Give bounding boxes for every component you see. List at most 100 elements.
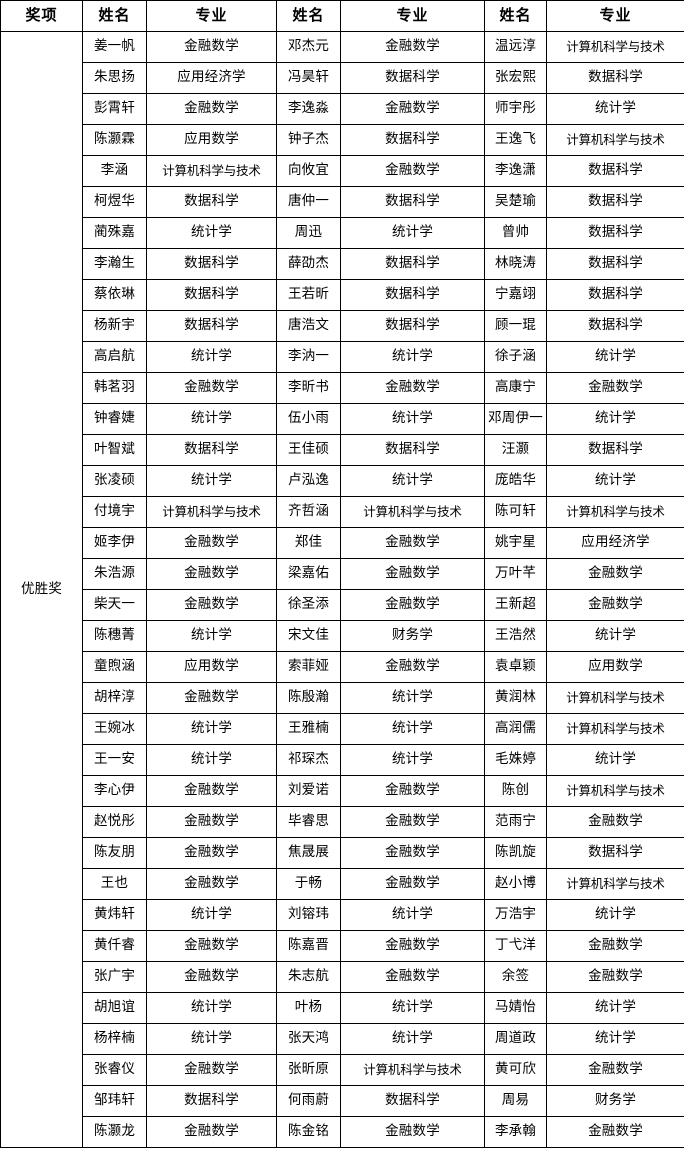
name-cell-2: 王雅楠 [276, 713, 341, 745]
name-cell-2: 徐圣添 [276, 589, 341, 621]
table-row: 赵悦彤 金融数学 毕睿思 金融数学 范雨宁 金融数学 [1, 806, 684, 838]
major-cell-3: 统计学 [546, 341, 684, 373]
table-row: 朱思扬 应用经济学 冯昊轩 数据科学 张宏熙 数据科学 [1, 62, 684, 94]
major-cell-1: 金融数学 [146, 558, 277, 590]
table-row: 杨梓楠 统计学 张天鸿 统计学 周道政 统计学 [1, 1023, 684, 1055]
major-cell-2: 金融数学 [340, 806, 485, 838]
major-cell-2: 金融数学 [340, 155, 485, 187]
name-cell-2: 冯昊轩 [276, 62, 341, 94]
major-cell-3: 数据科学 [546, 155, 684, 187]
major-cell-3: 数据科学 [546, 837, 684, 869]
name-cell-1: 陈友朋 [82, 837, 147, 869]
major-cell-3: 金融数学 [546, 589, 684, 621]
name-cell-3: 袁卓颖 [484, 651, 547, 683]
major-cell-1: 数据科学 [146, 279, 277, 311]
major-cell-3: 金融数学 [546, 930, 684, 962]
table-row: 胡旭谊 统计学 叶杨 统计学 马婧怡 统计学 [1, 992, 684, 1024]
major-cell-3: 计算机科学与技术 [546, 868, 684, 900]
major-cell-2: 金融数学 [340, 837, 485, 869]
name-cell-1: 蔺殊嘉 [82, 217, 147, 249]
name-cell-1: 王婉冰 [82, 713, 147, 745]
name-cell-1: 陈穗菁 [82, 620, 147, 652]
major-cell-1: 金融数学 [146, 1054, 277, 1086]
major-cell-1: 金融数学 [146, 775, 277, 807]
major-cell-3: 统计学 [546, 465, 684, 497]
name-cell-2: 李昕书 [276, 372, 341, 404]
name-cell-1: 付境宇 [82, 496, 147, 528]
name-cell-1: 姬李伊 [82, 527, 147, 559]
major-cell-3: 统计学 [546, 899, 684, 931]
name-cell-2: 陈金铭 [276, 1116, 341, 1148]
name-cell-2: 何雨蔚 [276, 1085, 341, 1117]
major-cell-2: 数据科学 [340, 62, 485, 94]
major-cell-3: 数据科学 [546, 186, 684, 218]
name-cell-2: 叶杨 [276, 992, 341, 1024]
name-cell-2: 李汭一 [276, 341, 341, 373]
major-cell-1: 统计学 [146, 992, 277, 1024]
table-row: 蔺殊嘉 统计学 周迅 统计学 曾帅 数据科学 [1, 217, 684, 249]
major-cell-1: 统计学 [146, 713, 277, 745]
major-cell-1: 数据科学 [146, 310, 277, 342]
name-cell-3: 高润儒 [484, 713, 547, 745]
name-cell-2: 邓杰元 [276, 31, 341, 63]
major-cell-3: 数据科学 [546, 279, 684, 311]
major-cell-2: 数据科学 [340, 124, 485, 156]
table-row: 陈友朋 金融数学 焦晟展 金融数学 陈凯旋 数据科学 [1, 837, 684, 869]
major-cell-1: 金融数学 [146, 930, 277, 962]
major-cell-1: 统计学 [146, 341, 277, 373]
name-cell-2: 李逸淼 [276, 93, 341, 125]
name-cell-3: 高康宁 [484, 372, 547, 404]
table-row: 王婉冰 统计学 王雅楠 统计学 高润儒 计算机科学与技术 [1, 713, 684, 745]
table-row: 高启航 统计学 李汭一 统计学 徐子涵 统计学 [1, 341, 684, 373]
name-cell-2: 唐浩文 [276, 310, 341, 342]
table-row: 蔡依琳 数据科学 王若昕 数据科学 宁嘉翊 数据科学 [1, 279, 684, 311]
major-cell-2: 数据科学 [340, 434, 485, 466]
major-cell-1: 金融数学 [146, 961, 277, 993]
name-cell-2: 齐哲涵 [276, 496, 341, 528]
table-row: 陈灏龙 金融数学 陈金铭 金融数学 李承翰 金融数学 [1, 1116, 684, 1148]
major-cell-2: 财务学 [340, 620, 485, 652]
table-row: 柯煜华 数据科学 唐仲一 数据科学 吴楚瑜 数据科学 [1, 186, 684, 218]
major-cell-1: 金融数学 [146, 1116, 277, 1148]
name-cell-1: 韩茗羽 [82, 372, 147, 404]
major-cell-1: 金融数学 [146, 868, 277, 900]
major-cell-3: 统计学 [546, 403, 684, 435]
major-cell-3: 统计学 [546, 992, 684, 1024]
major-cell-1: 计算机科学与技术 [146, 155, 277, 187]
major-cell-2: 统计学 [340, 992, 485, 1024]
major-cell-2: 统计学 [340, 682, 485, 714]
major-cell-3: 数据科学 [546, 434, 684, 466]
name-cell-2: 钟子杰 [276, 124, 341, 156]
table-row: 姬李伊 金融数学 郑佳 金融数学 姚宇星 应用经济学 [1, 527, 684, 559]
name-cell-1: 杨梓楠 [82, 1023, 147, 1055]
table-row: 邹玮轩 数据科学 何雨蔚 数据科学 周易 财务学 [1, 1085, 684, 1117]
name-cell-3: 周易 [484, 1085, 547, 1117]
name-cell-2: 焦晟展 [276, 837, 341, 869]
name-cell-2: 薛劭杰 [276, 248, 341, 280]
table-row: 李瀚生 数据科学 薛劭杰 数据科学 林晓涛 数据科学 [1, 248, 684, 280]
major-cell-2: 金融数学 [340, 31, 485, 63]
name-cell-1: 黄炜轩 [82, 899, 147, 931]
header-row: 奖项 姓名 专业 姓名 专业 姓名 专业 [0, 0, 684, 32]
major-cell-1: 金融数学 [146, 806, 277, 838]
name-cell-1: 邹玮轩 [82, 1085, 147, 1117]
major-cell-3: 金融数学 [546, 558, 684, 590]
table-row: 陈穗菁 统计学 宋文佳 财务学 王浩然 统计学 [1, 620, 684, 652]
major-cell-1: 金融数学 [146, 372, 277, 404]
table-row: 李涵 计算机科学与技术 向攸宜 金融数学 李逸潇 数据科学 [1, 155, 684, 187]
table-row: 叶智斌 数据科学 王佳硕 数据科学 汪灏 数据科学 [1, 434, 684, 466]
major-cell-1: 数据科学 [146, 186, 277, 218]
name-cell-2: 唐仲一 [276, 186, 341, 218]
name-cell-1: 蔡依琳 [82, 279, 147, 311]
major-cell-3: 统计学 [546, 620, 684, 652]
table-row: 陈灏霖 应用数学 钟子杰 数据科学 王逸飞 计算机科学与技术 [1, 124, 684, 156]
name-cell-3: 黄润林 [484, 682, 547, 714]
name-cell-2: 毕睿思 [276, 806, 341, 838]
name-cell-1: 胡梓淳 [82, 682, 147, 714]
header-cell-award: 奖项 [0, 0, 83, 32]
name-cell-2: 梁嘉佑 [276, 558, 341, 590]
name-cell-3: 姚宇星 [484, 527, 547, 559]
header-cell-major-1: 专业 [146, 0, 277, 32]
award-category-cell: 优胜奖 [0, 31, 83, 1148]
